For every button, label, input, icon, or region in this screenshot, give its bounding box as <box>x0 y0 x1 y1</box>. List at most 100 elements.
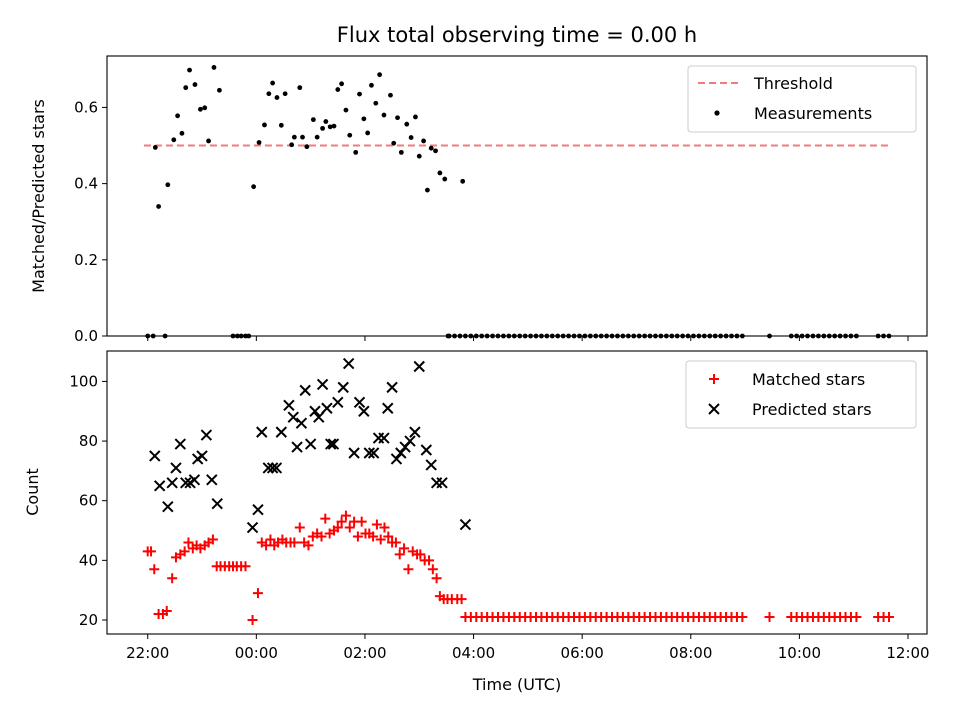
matched-star-point <box>207 534 218 545</box>
predicted-star-point <box>180 477 192 489</box>
measurement-point <box>343 107 349 113</box>
measurement-point <box>175 113 180 119</box>
top-axes-frame <box>106 55 928 337</box>
bottom-plot-area <box>142 357 894 625</box>
predicted-star-point <box>342 357 355 370</box>
predicted-star-point <box>170 462 182 474</box>
legend-matched-label: Matched stars <box>752 370 865 389</box>
predicted-star-point <box>283 399 295 411</box>
matched-star-point <box>737 612 748 623</box>
top-y-axis-label: Matched/Predicted stars <box>29 99 48 293</box>
x-tick-label: 22:00 <box>126 644 169 662</box>
y-tick-label: 0.4 <box>74 175 98 193</box>
measurement-point <box>310 117 316 123</box>
predicted-star-point <box>206 474 218 486</box>
predicted-star-point <box>246 521 259 534</box>
measurement-point <box>331 123 337 129</box>
measurement-point <box>198 106 203 112</box>
measurement-point <box>187 67 192 73</box>
predicted-star-point <box>200 429 213 441</box>
legend-matched-marker <box>709 374 719 384</box>
y-tick-label: 0.2 <box>74 251 98 269</box>
measurement-point <box>251 184 257 190</box>
y-tick-label: 0.0 <box>74 327 98 345</box>
measurement-point <box>353 149 359 155</box>
measurement-point <box>369 82 374 88</box>
predicted-star-point <box>321 402 333 414</box>
legend-predicted-marker <box>708 403 720 415</box>
chart-title: Flux total observing time = 0.00 h <box>337 23 697 47</box>
measurement-point <box>304 144 310 150</box>
measurement-point <box>424 187 430 193</box>
matched-star-point <box>390 537 401 548</box>
y-tick-label: 0.6 <box>74 98 98 116</box>
x-tick-label: 06:00 <box>561 644 604 662</box>
predicted-star-point <box>395 447 407 459</box>
predicted-star-point <box>316 378 329 391</box>
measurement-point <box>327 124 333 130</box>
top-y-ticks: 0.0 0.2 0.4 0.6 <box>74 98 107 345</box>
predicted-star-point <box>304 438 317 450</box>
predicted-star-point <box>262 462 274 474</box>
predicted-star-point <box>188 474 201 486</box>
matched-star-point <box>424 555 435 566</box>
bottom-legend-box <box>685 360 917 429</box>
predicted-star-point <box>420 444 433 456</box>
matched-star-point <box>289 537 300 548</box>
measurement-point <box>373 100 379 106</box>
measurement-point <box>278 122 284 128</box>
predicted-star-point <box>270 462 283 474</box>
measurement-point <box>217 87 222 93</box>
measurement-point <box>262 122 267 128</box>
matched-star-point <box>179 546 190 557</box>
y-tick-label: 100 <box>69 372 98 390</box>
matched-star-point <box>316 531 327 542</box>
matched-star-point <box>167 573 178 584</box>
measurement-point <box>460 178 466 184</box>
matched-star-point <box>340 510 351 521</box>
measurement-point <box>408 135 414 140</box>
predicted-star-point <box>153 480 166 492</box>
measurement-point <box>156 204 161 209</box>
predicted-star-point <box>459 518 472 531</box>
top-x-ticks <box>147 336 909 341</box>
predicted-star-point <box>382 402 394 414</box>
measurement-point <box>416 153 422 159</box>
matched-star-point <box>240 561 251 572</box>
predicted-star-point <box>266 462 279 474</box>
predicted-star-point <box>275 426 288 438</box>
measurement-point <box>266 91 272 97</box>
legend-plus-glyph <box>709 374 719 384</box>
matched-star-point <box>247 614 258 625</box>
x-tick-label: 02:00 <box>343 644 386 662</box>
measurement-point <box>323 119 329 124</box>
matched-star-point <box>456 594 467 605</box>
predicted-star-point <box>337 381 349 394</box>
predicted-star-point <box>295 417 308 429</box>
matched-star-point <box>883 612 894 623</box>
measurement-point <box>211 65 217 70</box>
predicted-star-point <box>252 503 264 516</box>
measurement-point <box>274 95 280 100</box>
x-axis-label: Time (UTC) <box>472 675 561 694</box>
matched-star-point <box>265 534 276 545</box>
x-tick-label: 04:00 <box>452 644 495 662</box>
matched-star-point <box>399 543 410 554</box>
measurement-point <box>357 91 362 97</box>
predicted-star-point <box>358 405 370 417</box>
top-legend: Threshold Measurements <box>687 65 917 133</box>
measurement-point <box>388 92 393 98</box>
matched-star-point <box>320 513 331 524</box>
legend-measurement-marker <box>714 110 720 116</box>
measurement-point <box>377 72 383 78</box>
predicted-star-point <box>390 453 403 465</box>
bottom-axes: Count Time (UTC) 20 40 60 80 100 22:00 00:00 0… <box>23 350 930 694</box>
bottom-y-axis-label: Count <box>23 468 42 516</box>
predicted-star-point <box>196 450 208 462</box>
measurement-point <box>282 91 288 97</box>
predicted-star-point <box>409 426 421 438</box>
predicted-star-point <box>174 438 187 450</box>
matched-star-point <box>294 522 305 533</box>
measurement-point <box>391 140 397 146</box>
y-tick-label: 80 <box>79 432 98 450</box>
